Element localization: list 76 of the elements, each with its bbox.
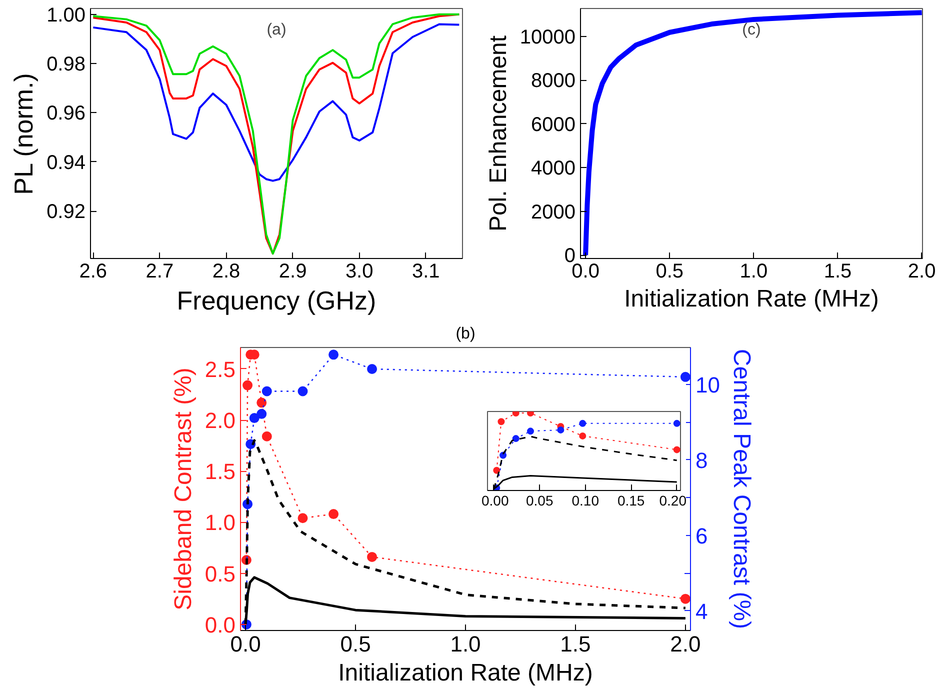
point [512,435,520,442]
y2-tick-label: 8 [696,448,708,473]
x-tick-label: 0.20 [659,492,687,508]
y-tick-label: 8000 [531,70,576,92]
x-tick-label: 2.8 [212,260,240,282]
x-tick-label: 0.0 [572,260,600,282]
y-tick-label: 0.92 [46,201,86,224]
y-tick-label: 6000 [531,114,576,136]
point [673,446,680,454]
point [557,426,564,434]
x-tick-label: 0.00 [482,492,509,508]
y-axis-title: Pol. Enhancement [484,35,512,232]
y-tick-label: 2000 [531,201,576,224]
y-tick-label: 0.5 [204,561,236,586]
x-tick-label: 2.6 [79,260,108,282]
y-tick-label: 2.5 [204,356,236,382]
line-series [92,23,460,182]
x-tick-label: 0.5 [656,260,684,282]
x-tick-label: 2.0 [908,260,936,282]
point [579,420,586,427]
line-series [92,13,460,255]
annotation: (c) [742,22,761,38]
point [526,428,534,435]
y-tick-label: 1.0 [204,510,236,536]
y2-axis-title: Central Peak Contrast (%) [728,348,755,630]
point [328,350,339,360]
x-tick-label: 1.5 [824,260,852,282]
x-tick-label: 0.5 [340,632,371,656]
x-axis-title: Initialization Rate (MHz) [624,286,879,312]
point [262,386,272,396]
y2-tick-label: 10 [696,372,720,398]
point [249,413,260,424]
point [367,364,378,374]
y-tick-label: 10000 [520,26,576,48]
point [262,431,272,442]
x-tick-label: 1.0 [450,632,481,656]
point [256,398,267,408]
y2-tick-label: 6 [696,523,708,548]
point [367,552,378,562]
x-tick-label: 3.1 [412,260,440,282]
point [579,432,586,440]
y-tick-label: 4000 [531,158,576,180]
x-tick-label: 2.7 [146,260,174,282]
point [680,594,690,604]
point [493,466,500,474]
x-tick-label: 2.0 [670,632,701,656]
point [328,509,339,520]
x-tick-label: 0.15 [617,492,645,508]
y-axis-title: Sideband Contrast (%) [170,368,197,610]
y-tick-label: 0.98 [46,54,86,76]
point [673,420,680,427]
y-tick-label: 2.0 [204,408,236,434]
x-axis-title: Frequency (GHz) [176,286,376,316]
point [680,372,690,382]
x-tick-label: 0.05 [526,492,554,508]
point [512,412,520,417]
annotation: (a) [266,22,286,38]
y-tick-label: 0.94 [46,152,86,174]
point [242,380,253,390]
x-tick-label: 0.10 [572,492,600,508]
point [498,418,505,426]
y-tick-label: 1.00 [46,4,86,26]
point [500,452,507,459]
y2-tick-label: 4 [696,598,708,624]
y-tick-label: 1.5 [204,459,236,484]
point [298,513,308,524]
x-axis-title: Initialization Rate (MHz) [338,660,593,686]
chart-title: (b) [456,326,476,342]
y-axis-title: PL (norm.) [8,73,39,195]
x-tick-label: 3.0 [345,260,374,282]
point [298,386,308,396]
x-tick-label: 2.9 [278,260,307,282]
x-tick-label: 1.0 [740,260,768,282]
y-tick-label: 0.96 [46,102,86,125]
point [256,408,267,419]
point [526,412,534,417]
